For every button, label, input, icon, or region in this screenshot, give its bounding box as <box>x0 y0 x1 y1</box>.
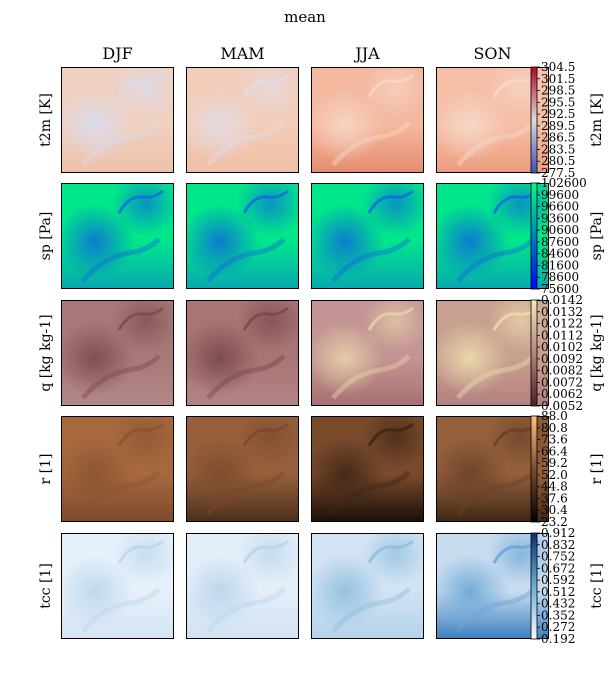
panel-t2m-djf <box>61 67 174 173</box>
colorbar-tick-label: 0.0132 <box>541 305 583 319</box>
colorbar-tick-label: 0.272 <box>541 620 575 634</box>
column-header-mam: MAM <box>220 44 264 63</box>
colorbar-tick-label: 0.432 <box>541 597 575 611</box>
column-header-son: SON <box>473 44 511 63</box>
panel-r-djf <box>61 416 174 522</box>
panel-r-jja <box>311 416 424 522</box>
colorbar-tick-label: 75600 <box>541 282 579 296</box>
row-tcc: tcc [1]0.9120.8320.7520.6720.5920.5120.4… <box>38 526 605 646</box>
colorbar-tick-label: 96600 <box>541 200 579 214</box>
colorbar-t2m: 304.5301.5298.5295.5292.5289.5286.5283.5… <box>530 60 605 180</box>
colorbar-tick-label: 0.0122 <box>541 317 583 331</box>
colorbar-tick-label: 37.6 <box>541 491 568 505</box>
colorbar-tick-label: 23.2 <box>541 515 568 529</box>
colorbar-tick-label: 0.592 <box>541 573 575 587</box>
colorbar-tick-label: 0.0112 <box>541 328 583 342</box>
colorbar-label-r: r [1] <box>589 454 605 485</box>
panel-tcc-mam <box>186 533 299 639</box>
row-t2m: t2m [K]304.5301.5298.5295.5292.5289.5286… <box>38 60 605 180</box>
colorbar-label-t2m: t2m [K] <box>589 93 605 147</box>
colorbar-tick-label: 0.192 <box>541 632 575 646</box>
colorbar-tick-label: 0.512 <box>541 585 575 599</box>
colorbar-sp: 1026009960096600936009060087600846008160… <box>530 176 605 296</box>
colorbar-tick-label: 277.5 <box>541 166 575 180</box>
row-q: q [kg kg-1]0.01420.01320.01220.01120.010… <box>38 293 605 413</box>
column-header-jja: JJA <box>353 44 380 63</box>
colorbar-tick-label: 0.0082 <box>541 364 583 378</box>
panel-t2m-jja <box>311 67 424 173</box>
panel-sp-son <box>436 183 549 289</box>
colorbar-tick-label: 88.0 <box>541 409 568 423</box>
row-label-q: q [kg kg-1] <box>38 314 54 391</box>
row-sp: sp [Pa]102600996009660093600906008760084… <box>38 176 605 296</box>
row-label-t2m: t2m [K] <box>38 93 54 147</box>
colorbar-tick-label: 80.8 <box>541 421 568 435</box>
column-header-djf: DJF <box>102 44 132 63</box>
colorbar-tick-label: 0.672 <box>541 561 575 575</box>
colorbar-tick-label: 66.4 <box>541 444 568 458</box>
colorbar-tick-label: 0.0062 <box>541 387 583 401</box>
panel-rows: t2m [K]304.5301.5298.5295.5292.5289.5286… <box>38 60 605 646</box>
colorbar-tick-label: 0.912 <box>541 526 575 540</box>
colorbar-tick-label: 295.5 <box>541 95 575 109</box>
colorbar-tick-label: 304.5 <box>541 60 575 74</box>
colorbar-label-q: q [kg kg-1] <box>589 314 605 391</box>
colorbar-tick-label: 283.5 <box>541 142 575 156</box>
colorbar-tick-label: 52.0 <box>541 468 568 482</box>
panel-sp-djf <box>61 183 174 289</box>
panel-tcc-jja <box>311 533 424 639</box>
colorbar-tick-label: 90600 <box>541 223 579 237</box>
colorbar-tick-label: 0.0142 <box>541 293 583 307</box>
colorbar-tick-label: 292.5 <box>541 107 575 121</box>
colorbar-tick-label: 0.0092 <box>541 352 583 366</box>
row-label-tcc: tcc [1] <box>38 563 54 609</box>
colorbar-tick-label: 44.8 <box>541 480 568 494</box>
panel-q-djf <box>61 300 174 406</box>
colorbar-tick-label: 0.352 <box>541 608 575 622</box>
colorbar-r: 88.080.873.666.459.252.044.837.630.423.2… <box>530 409 605 529</box>
colorbar-tick-label: 99600 <box>541 188 579 202</box>
row-label-r: r [1] <box>38 454 54 485</box>
colorbar-tcc: 0.9120.8320.7520.6720.5920.5120.4320.352… <box>530 526 605 646</box>
colorbar-tick-label: 73.6 <box>541 433 568 447</box>
colorbar-tick-label: 30.4 <box>541 503 568 517</box>
row-r: r [1]88.080.873.666.459.252.044.837.630.… <box>38 409 605 529</box>
colorbar-tick-label: 0.832 <box>541 538 575 552</box>
figure-title: mean <box>284 8 326 26</box>
colorbar-tick-label: 289.5 <box>541 119 575 133</box>
panel-tcc-son <box>436 533 549 639</box>
colorbar-q: 0.01420.01320.01220.01120.01020.00920.00… <box>530 293 605 413</box>
panel-q-son <box>436 300 549 406</box>
panel-r-mam <box>186 416 299 522</box>
panel-q-jja <box>311 300 424 406</box>
colorbar-tick-label: 84600 <box>541 247 579 261</box>
colorbar-label-sp: sp [Pa] <box>589 212 605 261</box>
panel-t2m-son <box>436 67 549 173</box>
colorbar-tick-label: 0.0102 <box>541 340 583 354</box>
panel-t2m-mam <box>186 67 299 173</box>
colorbar-tick-label: 102600 <box>541 176 587 190</box>
colorbar-tick-label: 0.0052 <box>541 399 583 413</box>
row-label-sp: sp [Pa] <box>38 212 54 261</box>
colorbar-tick-label: 81600 <box>541 258 579 272</box>
panel-q-mam <box>186 300 299 406</box>
colorbar-tick-label: 93600 <box>541 211 579 225</box>
colorbar-tick-label: 87600 <box>541 235 579 249</box>
colorbar-tick-label: 0.0072 <box>541 375 583 389</box>
panel-sp-jja <box>311 183 424 289</box>
panel-sp-mam <box>186 183 299 289</box>
column-headers: DJF MAM JJA SON <box>102 44 511 63</box>
colorbar-tick-label: 78600 <box>541 270 579 284</box>
colorbar-tick-label: 298.5 <box>541 84 575 98</box>
colorbar-tick-label: 0.752 <box>541 550 575 564</box>
colorbar-tick-label: 301.5 <box>541 72 575 86</box>
colorbar-tick-label: 59.2 <box>541 456 568 470</box>
colorbar-tick-label: 286.5 <box>541 131 575 145</box>
colorbar-tick-label: 280.5 <box>541 154 575 168</box>
panel-tcc-djf <box>61 533 174 639</box>
colorbar-label-tcc: tcc [1] <box>589 563 605 609</box>
